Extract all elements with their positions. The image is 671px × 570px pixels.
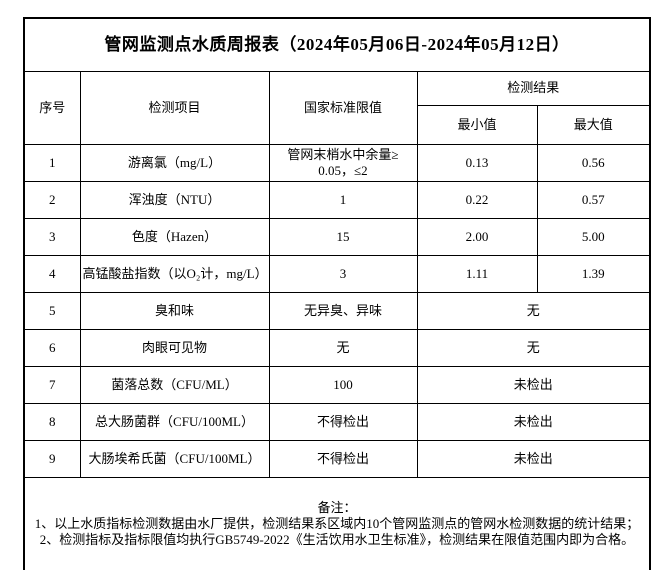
table-row: 4 高锰酸盐指数（以O₂计，mg/L） 3 1.11 1.39 [23, 255, 651, 293]
table-row: 7 菌落总数（CFU/ML） 100 未检出 [23, 366, 651, 404]
cell-max: 5.00 [536, 218, 651, 256]
header-row: 序号 检测项目 国家标准限值 检测结果 [23, 71, 651, 145]
notes-label: 备注： [317, 499, 357, 515]
water-quality-report-table: 管网监测点水质周报表（2024年05月06日-2024年05月12日） 序号 检… [23, 17, 651, 570]
table-row: 9 大肠埃希氏菌（CFU/100ML） 不得检出 未检出 [23, 440, 651, 478]
cell-index: 1 [23, 144, 81, 182]
header-max: 最大值 [536, 105, 651, 145]
cell-max: 0.56 [536, 144, 651, 182]
cell-standard: 无 [268, 329, 418, 367]
cell-min: 2.00 [416, 218, 538, 256]
header-index: 序号 [23, 71, 81, 145]
cell-item: 肉眼可见物 [79, 329, 270, 367]
cell-standard: 无异臭、异味 [268, 292, 418, 330]
cell-min: 0.13 [416, 144, 538, 182]
cell-result-merged: 未检出 [416, 366, 651, 404]
table-row: 6 肉眼可见物 无 无 [23, 329, 651, 367]
cell-index: 9 [23, 440, 81, 478]
cell-item: 游离氯（mg/L） [79, 144, 270, 182]
cell-index: 2 [23, 181, 81, 219]
cell-result-merged: 未检出 [416, 440, 651, 478]
header-min: 最小值 [416, 105, 538, 145]
cell-index: 8 [23, 403, 81, 441]
cell-standard: 不得检出 [268, 440, 418, 478]
cell-item: 总大肠菌群（CFU/100ML） [79, 403, 270, 441]
note-line-1: 1、以上水质指标检测数据由水厂提供，检测结果系区域内10个管网监测点的管网水检测… [34, 515, 640, 531]
cell-max: 0.57 [536, 181, 651, 219]
cell-max: 1.39 [536, 255, 651, 293]
table-row: 8 总大肠菌群（CFU/100ML） 不得检出 未检出 [23, 403, 651, 441]
header-result: 检测结果 [416, 71, 651, 106]
cell-index: 3 [23, 218, 81, 256]
table-row: 5 臭和味 无异臭、异味 无 [23, 292, 651, 330]
cell-standard: 1 [268, 181, 418, 219]
cell-index: 6 [23, 329, 81, 367]
cell-standard: 不得检出 [268, 403, 418, 441]
cell-standard: 15 [268, 218, 418, 256]
cell-item: 大肠埃希氏菌（CFU/100ML） [79, 440, 270, 478]
header-item: 检测项目 [79, 71, 270, 145]
cell-index: 4 [23, 255, 81, 293]
cell-item: 菌落总数（CFU/ML） [79, 366, 270, 404]
notes-section: 备注： 1、以上水质指标检测数据由水厂提供，检测结果系区域内10个管网监测点的管… [23, 477, 651, 570]
cell-standard: 3 [268, 255, 418, 293]
cell-min: 0.22 [416, 181, 538, 219]
notes-row: 备注： 1、以上水质指标检测数据由水厂提供，检测结果系区域内10个管网监测点的管… [23, 477, 651, 570]
cell-item: 高锰酸盐指数（以O₂计，mg/L） [79, 255, 270, 293]
cell-index: 7 [23, 366, 81, 404]
note-line-2: 2、检测指标及指标限值均执行GB5749-2022《生活饮用水卫生标准》，检测结… [39, 532, 635, 548]
cell-result-merged: 无 [416, 292, 651, 330]
cell-standard: 100 [268, 366, 418, 404]
cell-min: 1.11 [416, 255, 538, 293]
cell-item: 浑浊度（NTU） [79, 181, 270, 219]
title-row: 管网监测点水质周报表（2024年05月06日-2024年05月12日） [23, 17, 651, 72]
cell-index: 5 [23, 292, 81, 330]
cell-result-merged: 未检出 [416, 403, 651, 441]
table-row: 1 游离氯（mg/L） 管网末梢水中余量≥ 0.05，≤2 0.13 0.56 [23, 144, 651, 182]
cell-item: 臭和味 [79, 292, 270, 330]
table-row: 3 色度（Hazen） 15 2.00 5.00 [23, 218, 651, 256]
cell-result-merged: 无 [416, 329, 651, 367]
page-title: 管网监测点水质周报表（2024年05月06日-2024年05月12日） [23, 17, 651, 72]
header-standard: 国家标准限值 [268, 71, 418, 145]
cell-item: 色度（Hazen） [79, 218, 270, 256]
table-row: 2 浑浊度（NTU） 1 0.22 0.57 [23, 181, 651, 219]
cell-standard: 管网末梢水中余量≥ 0.05，≤2 [268, 144, 418, 182]
header-subrow: 最小值 最大值 [24, 105, 651, 145]
